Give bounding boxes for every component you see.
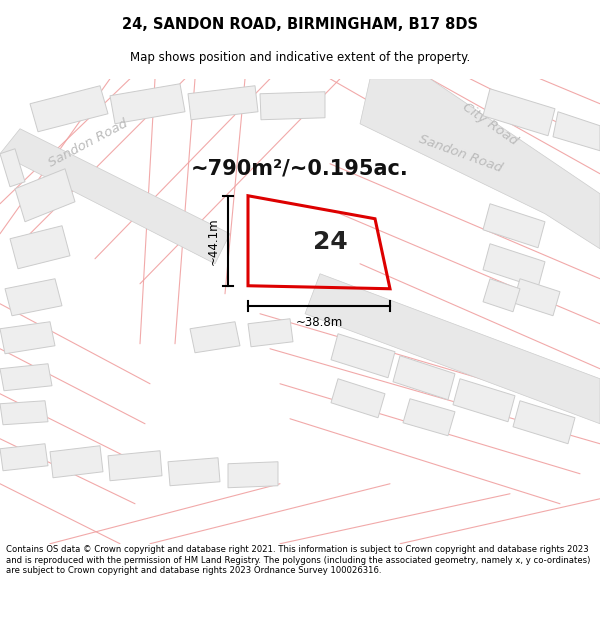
Polygon shape [50,446,103,478]
Text: ~38.8m: ~38.8m [295,316,343,329]
Polygon shape [453,379,515,422]
Polygon shape [30,86,108,132]
Polygon shape [190,322,240,352]
Text: 24: 24 [313,230,347,254]
Polygon shape [483,244,545,288]
Text: Sandon Road: Sandon Road [416,132,503,175]
Polygon shape [0,444,48,471]
Polygon shape [228,462,278,488]
Text: 24, SANDON ROAD, BIRMINGHAM, B17 8DS: 24, SANDON ROAD, BIRMINGHAM, B17 8DS [122,18,478,32]
Polygon shape [0,364,52,391]
Polygon shape [110,84,185,124]
Polygon shape [403,399,455,436]
Polygon shape [10,226,70,269]
Polygon shape [0,149,25,187]
Polygon shape [331,334,395,378]
Polygon shape [331,379,385,418]
Polygon shape [0,322,55,354]
Polygon shape [260,92,325,120]
Polygon shape [513,279,560,316]
Text: City Road: City Road [460,100,520,148]
Polygon shape [0,129,230,264]
Polygon shape [483,279,520,312]
Polygon shape [305,274,600,424]
Polygon shape [5,279,62,316]
Polygon shape [188,86,258,120]
Polygon shape [513,401,575,444]
Polygon shape [393,356,455,400]
Polygon shape [248,319,293,347]
Polygon shape [553,112,600,151]
Text: Contains OS data © Crown copyright and database right 2021. This information is : Contains OS data © Crown copyright and d… [6,545,590,575]
Polygon shape [108,451,162,481]
Text: ~790m²/~0.195ac.: ~790m²/~0.195ac. [191,159,409,179]
Polygon shape [168,458,220,486]
Text: Sandon Road: Sandon Road [46,118,130,170]
Polygon shape [483,204,545,248]
Polygon shape [0,401,48,425]
Text: Map shows position and indicative extent of the property.: Map shows position and indicative extent… [130,51,470,64]
Text: ~44.1m: ~44.1m [207,217,220,264]
Polygon shape [360,79,600,249]
Polygon shape [483,89,555,136]
Polygon shape [15,169,75,222]
